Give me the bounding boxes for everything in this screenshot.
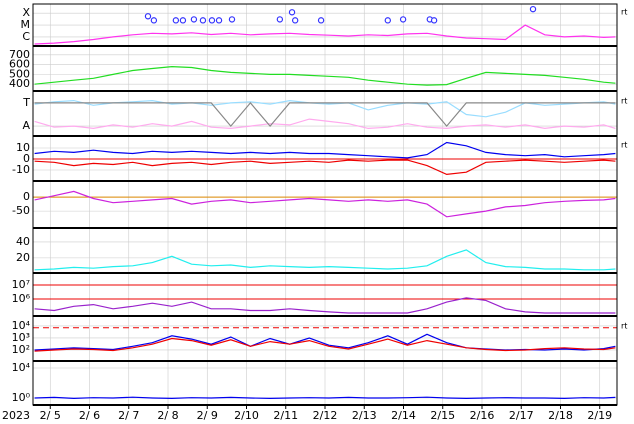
x-tick-label: 2/ 5	[40, 409, 61, 422]
x-tick-label: 2/ 7	[118, 409, 139, 422]
year-label: 2023	[2, 409, 30, 422]
frame-layer: 2/ 5 2/ 6 2/ 7 2/ 8 2/ 9 2/10 2/11 2/12 2/13 2/14…	[9, 3, 627, 422]
flare-marker	[150, 17, 158, 24]
flare-marker	[215, 17, 223, 24]
flare-marker	[291, 17, 299, 24]
flare-marker	[529, 5, 537, 13]
y-tick-label: 600	[9, 58, 30, 71]
flare-marker	[288, 9, 296, 16]
x-tick-label: 2/ 8	[157, 409, 178, 422]
y-tick-label: 10	[16, 141, 30, 154]
y-tick-label: 20	[16, 251, 30, 264]
flare-marker	[228, 16, 236, 23]
flare-marker	[384, 17, 391, 24]
corner-label: rt	[621, 141, 627, 150]
series-line	[34, 159, 616, 176]
series-line	[34, 297, 616, 314]
y-tick-label: 40	[16, 235, 30, 248]
x-tick-label: 2/11	[273, 409, 298, 422]
y-tick-label: M	[21, 18, 31, 31]
x-tick-label: 2/15	[430, 409, 455, 422]
x-tick-label: 2/10	[234, 409, 259, 422]
x-tick-label: 2/ 9	[197, 409, 218, 422]
series-line	[34, 65, 616, 86]
y-tick-label: 500	[9, 67, 30, 80]
x-tick-label: 2/14	[391, 409, 416, 422]
y-tick-label: 0	[23, 152, 30, 165]
y-tick-label: T	[22, 96, 30, 109]
corner-label: rt	[621, 322, 627, 331]
y-tick-label: 0	[23, 190, 30, 203]
flare-marker	[276, 16, 284, 23]
plot-frame	[32, 3, 618, 406]
y-tick-label: C	[22, 30, 30, 43]
flare-marker	[199, 17, 207, 24]
x-tick-label: 2/19	[587, 409, 612, 422]
x-tick-label: 2/16	[470, 409, 495, 422]
series-line	[34, 249, 616, 271]
y-tick-label: 10³	[12, 331, 30, 344]
y-tick-label: -50	[12, 204, 30, 217]
flare-marker	[179, 17, 187, 24]
y-tick-label: -10	[12, 163, 30, 176]
series-line	[34, 396, 616, 400]
series-line	[34, 118, 616, 130]
flare-marker	[430, 17, 438, 24]
corner-label: rt	[621, 97, 627, 106]
flare-marker	[317, 17, 325, 24]
y-tick-label: A	[22, 119, 30, 132]
flare-marker	[208, 17, 216, 24]
flare-marker	[172, 17, 180, 24]
x-tick-label: 2/12	[313, 409, 338, 422]
series-line	[34, 101, 616, 128]
x-tick-label: 2/18	[548, 409, 573, 422]
y-tick-label: 10⁴	[12, 319, 31, 332]
flare-marker	[399, 16, 407, 23]
y-tick-label: 10⁶	[12, 292, 31, 305]
series-line	[34, 141, 616, 159]
y-tick-label: 10⁰	[12, 391, 31, 404]
y-tick-label: 10⁷	[12, 278, 30, 291]
flare-marker	[190, 16, 198, 23]
series-line	[34, 190, 616, 218]
series-line	[34, 337, 616, 352]
x-tick-label: 2/17	[509, 409, 534, 422]
corner-label: rt	[621, 8, 627, 17]
y-tick-label: 10²	[12, 343, 30, 356]
y-tick-label: 700	[9, 48, 30, 61]
y-tick-label: 400	[9, 77, 30, 90]
y-tick-label: 10⁴	[12, 361, 31, 374]
plot-layer	[33, 5, 617, 400]
x-tick-label: 2/ 6	[79, 409, 100, 422]
flare-marker	[144, 13, 152, 20]
y-tick-label: X	[22, 6, 30, 19]
series-line	[34, 24, 616, 45]
x-tick-label: 2/13	[352, 409, 377, 422]
